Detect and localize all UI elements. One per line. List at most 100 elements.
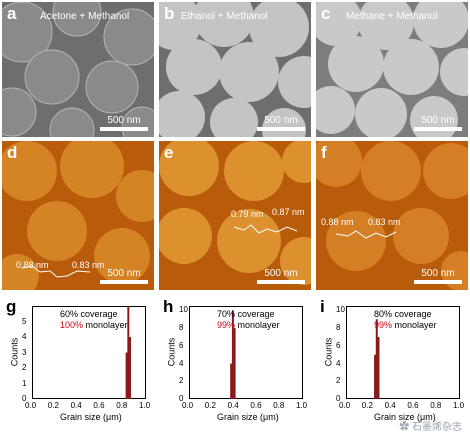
panel-title-a: Acetone + Methanol bbox=[40, 11, 130, 22]
panel-title-b: Ethanol + Methanol bbox=[181, 11, 268, 22]
scale-bar-f: 500 nm bbox=[414, 268, 462, 284]
height-label-e2: 0.87 nm bbox=[272, 207, 305, 217]
y-tick-label: 6 bbox=[179, 340, 184, 350]
height-label-d2: 0.83 nm bbox=[72, 260, 105, 270]
legend: 80% coverage 99% monolayer bbox=[374, 309, 437, 331]
scale-bar-b: 500 nm bbox=[257, 115, 305, 131]
x-tick-label: 0.2 bbox=[361, 401, 373, 410]
y-tick-label: 10 bbox=[336, 305, 345, 315]
y-tick-label: 8 bbox=[336, 323, 341, 333]
height-label-f1: 0.88 nm bbox=[321, 217, 354, 227]
monolayer-percent: 99% bbox=[217, 320, 236, 330]
x-axis-label: Grain size (μm) bbox=[217, 412, 279, 422]
afm-image-f bbox=[316, 141, 468, 290]
coverage-label: 60% coverage bbox=[60, 309, 118, 319]
y-tick-label: 2 bbox=[179, 376, 184, 386]
histogram-bar bbox=[230, 363, 233, 399]
x-tick-label: 0.4 bbox=[227, 401, 239, 410]
monolayer-text: monolayer bbox=[83, 320, 128, 330]
histogram-bar bbox=[374, 354, 377, 399]
y-tick-label: 2 bbox=[22, 363, 27, 372]
y-tick-label: 0 bbox=[336, 394, 341, 403]
histogram-bar bbox=[125, 352, 128, 399]
histogram-bar bbox=[377, 337, 380, 399]
histogram-i: i 0.0 0.2 0.4 0.6 0.8 1.0 0 2 4 6 8 10 Grain size (μm… bbox=[316, 294, 468, 433]
y-tick-label: 4 bbox=[22, 332, 27, 341]
x-tick-label: 0.8 bbox=[430, 401, 442, 410]
afm-panel-d: d 0.88 nm 0.83 nm 500 nm bbox=[2, 141, 154, 290]
y-tick-label: 1 bbox=[22, 378, 27, 388]
scale-bar-c: 500 nm bbox=[414, 115, 462, 131]
scale-bar-label-d: 500 nm bbox=[107, 268, 141, 279]
panel-label-g: g bbox=[6, 297, 17, 316]
sem-image-a bbox=[2, 2, 154, 137]
afm-panel-f: f 0.88 nm 0.83 nm 500 nm bbox=[316, 141, 468, 290]
y-axis-label: Counts bbox=[323, 337, 334, 366]
monolayer-text: monolayer bbox=[392, 320, 437, 330]
y-axis-label: Counts bbox=[9, 337, 20, 366]
histogram-h: h 0.0 0.2 0.4 0.6 0.8 1.0 0 2 4 6 8 10 Grain size (μm… bbox=[159, 294, 311, 433]
x-tick-label: 0.6 bbox=[407, 401, 419, 410]
histogram-bar bbox=[127, 306, 130, 399]
height-label-f2: 0.83 nm bbox=[368, 217, 401, 227]
legend: 60% coverage 100% monolayer bbox=[60, 309, 128, 331]
x-tick-label: 0.6 bbox=[250, 401, 262, 410]
monolayer-percent: 100% bbox=[60, 320, 84, 330]
scale-bar-label-b: 500 nm bbox=[264, 115, 298, 126]
y-tick-label: 5 bbox=[22, 316, 27, 326]
x-tick-label: 0.6 bbox=[93, 401, 105, 410]
panel-label-b: b bbox=[164, 4, 175, 23]
legend: 70% coverage 99% monolayer bbox=[217, 309, 280, 331]
sem-panel-c: c Methane + Methanol 500 nm bbox=[316, 2, 468, 137]
x-tick-label: 1.0 bbox=[139, 401, 151, 410]
y-tick-label: 2 bbox=[336, 376, 341, 386]
scale-bar-a: 500 nm bbox=[100, 115, 148, 131]
scale-bar-label-a: 500 nm bbox=[107, 115, 141, 126]
monolayer-text: monolayer bbox=[235, 320, 280, 330]
y-tick-label: 10 bbox=[179, 305, 188, 315]
histogram-bar bbox=[233, 328, 236, 399]
afm-image-e bbox=[159, 141, 311, 285]
y-tick-label: 6 bbox=[336, 340, 341, 350]
histogram-bars bbox=[230, 310, 236, 399]
panel-label-h: h bbox=[163, 297, 174, 316]
y-axis-label: Counts bbox=[166, 337, 177, 366]
sem-image-c bbox=[316, 2, 468, 137]
panel-label-a: a bbox=[7, 4, 17, 23]
coverage-label: 70% coverage bbox=[217, 309, 275, 319]
scale-bar-label-c: 500 nm bbox=[421, 115, 455, 126]
plot-frame bbox=[346, 306, 460, 399]
x-axis-label: Grain size (μm) bbox=[60, 412, 122, 422]
afm-panel-e: e 0.79 nm 0.87 nm 500 nm bbox=[159, 141, 311, 290]
histogram-bar bbox=[231, 310, 234, 399]
monolayer-label: 100% monolayer bbox=[60, 320, 128, 331]
scale-bar-label-f: 500 nm bbox=[421, 268, 455, 279]
histogram-bars bbox=[374, 319, 380, 399]
scale-bar-d: 500 nm bbox=[100, 268, 148, 284]
x-tick-label: 0.2 bbox=[47, 401, 59, 410]
sem-panel-a: a Acetone + Methanol 500 nm bbox=[2, 2, 154, 137]
monolayer-label: 99% monolayer bbox=[217, 320, 280, 331]
panel-label-c: c bbox=[321, 4, 331, 23]
y-tick-label: 0 bbox=[22, 394, 27, 403]
y-tick-label: 8 bbox=[179, 323, 184, 333]
watermark-text: ✿ 石墨烯杂志 bbox=[399, 422, 462, 433]
y-tick-label: 3 bbox=[22, 347, 27, 357]
panel-label-f: f bbox=[321, 143, 327, 162]
monolayer-label: 99% monolayer bbox=[374, 320, 437, 331]
plot-frame bbox=[32, 306, 146, 399]
x-tick-label: 0.0 bbox=[182, 401, 194, 410]
panel-title-c: Methane + Methanol bbox=[346, 11, 438, 22]
height-label-e1: 0.79 nm bbox=[231, 209, 264, 219]
panel-label-i: i bbox=[320, 297, 325, 316]
y-tick-label: 0 bbox=[179, 394, 184, 403]
y-tick-label: 4 bbox=[179, 358, 184, 368]
histogram-bars bbox=[125, 306, 132, 399]
sem-image-b bbox=[159, 2, 311, 137]
panel-label-d: d bbox=[7, 143, 18, 162]
x-tick-label: 0.8 bbox=[273, 401, 285, 410]
y-tick-label: 4 bbox=[336, 358, 341, 368]
afm-image-d bbox=[2, 141, 154, 290]
panel-label-e: e bbox=[164, 143, 174, 162]
plot-frame bbox=[189, 306, 303, 399]
